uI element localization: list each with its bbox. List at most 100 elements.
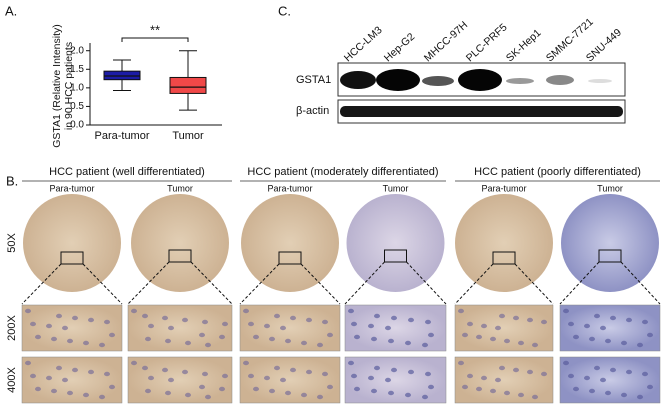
y-axis-label: in 90 HCC patients	[63, 42, 75, 130]
blot-row-label: β-actin	[296, 105, 329, 117]
nucleus	[428, 384, 434, 390]
row-label: 200X	[6, 314, 18, 340]
nucleus	[584, 323, 590, 329]
panel-label: B.	[6, 173, 18, 188]
nucleus	[354, 386, 360, 392]
nucleus	[495, 377, 501, 383]
nucleus	[104, 319, 110, 325]
zoom-line	[620, 261, 661, 305]
nucleus	[374, 313, 380, 319]
nucleus	[532, 342, 538, 348]
row-label: 50X	[6, 233, 18, 253]
nucleus	[354, 334, 360, 340]
nucleus	[182, 369, 188, 375]
nucleus	[109, 332, 115, 338]
nucleus	[51, 336, 57, 342]
nucleus	[476, 386, 482, 392]
nucleus	[499, 365, 505, 371]
nucleus	[351, 321, 357, 327]
nucleus	[527, 369, 533, 375]
nucleus	[327, 332, 333, 338]
nucleus	[391, 367, 397, 373]
nucleus	[205, 342, 211, 348]
nucleus	[513, 367, 519, 373]
nucleus	[83, 392, 89, 398]
zoom-line	[239, 263, 280, 305]
column-label: Tumor	[167, 183, 193, 193]
nucleus	[368, 375, 374, 381]
micrograph	[239, 304, 341, 352]
nucleus	[145, 336, 151, 342]
nucleus	[219, 334, 225, 340]
column-label: Para-tumor	[481, 183, 526, 193]
nucleus	[290, 315, 296, 321]
y-tick-label: 1.0	[70, 82, 84, 93]
nucleus	[317, 342, 323, 348]
nucleus	[589, 336, 595, 342]
lane-label: HCC-LM3	[342, 24, 385, 64]
micrograph	[344, 304, 447, 352]
micrograph	[127, 304, 233, 352]
micrograph	[344, 356, 447, 404]
nucleus	[51, 388, 57, 394]
nucleus	[605, 338, 611, 344]
column-label: Para-tumor	[49, 183, 94, 193]
nucleus	[162, 367, 168, 373]
nucleus	[104, 371, 110, 377]
blot	[337, 62, 626, 124]
nucleus	[573, 334, 579, 340]
nucleus	[290, 367, 296, 373]
nucleus	[568, 321, 574, 327]
nucleus	[504, 390, 510, 396]
nucleus	[647, 332, 653, 338]
y-tick-label: 0.5	[70, 101, 84, 112]
lane-label: MHCC-97H	[422, 19, 470, 64]
nucleus	[269, 336, 275, 342]
nucleus	[142, 313, 148, 319]
nucleus	[185, 392, 191, 398]
tissue-core	[346, 194, 445, 292]
zoom-box	[60, 251, 84, 265]
nucleus	[388, 390, 394, 396]
nucleus	[527, 317, 533, 323]
nucleus	[67, 390, 73, 396]
nucleus	[269, 388, 275, 394]
nucleus	[518, 392, 524, 398]
nucleus	[621, 392, 627, 398]
nucleus	[243, 360, 249, 366]
nucleus	[317, 394, 323, 400]
x-tick-label: Para-tumor	[94, 130, 149, 142]
nucleus	[56, 313, 62, 319]
nucleus	[202, 319, 208, 325]
nucleus	[88, 317, 94, 323]
nucleus	[563, 360, 569, 366]
nucleus	[481, 375, 487, 381]
nucleus	[30, 373, 36, 379]
nucleus	[467, 373, 473, 379]
nucleus	[490, 336, 496, 342]
zoom-box	[278, 251, 302, 265]
nucleus	[422, 342, 428, 348]
nucleus	[145, 388, 151, 394]
group-title: HCC patient (moderately differentiated)	[247, 166, 438, 178]
nucleus	[605, 390, 611, 396]
nucleus	[274, 365, 280, 371]
nucleus	[205, 394, 211, 400]
nucleus	[568, 373, 574, 379]
nucleus	[148, 375, 154, 381]
nucleus	[594, 365, 600, 371]
lane-label: PLC-PRF5	[464, 21, 510, 64]
nucleus	[405, 392, 411, 398]
micrograph	[559, 304, 661, 352]
zoom-line	[514, 263, 554, 305]
nucleus	[327, 384, 333, 390]
nucleus	[83, 340, 89, 346]
nucleus	[504, 338, 510, 344]
nucleus	[131, 308, 137, 314]
zoom-line	[559, 261, 600, 305]
nucleus	[243, 308, 249, 314]
micrograph	[239, 356, 341, 404]
nucleus	[306, 317, 312, 323]
lane-label: SNU-449	[584, 26, 624, 64]
nucleus	[490, 388, 496, 394]
